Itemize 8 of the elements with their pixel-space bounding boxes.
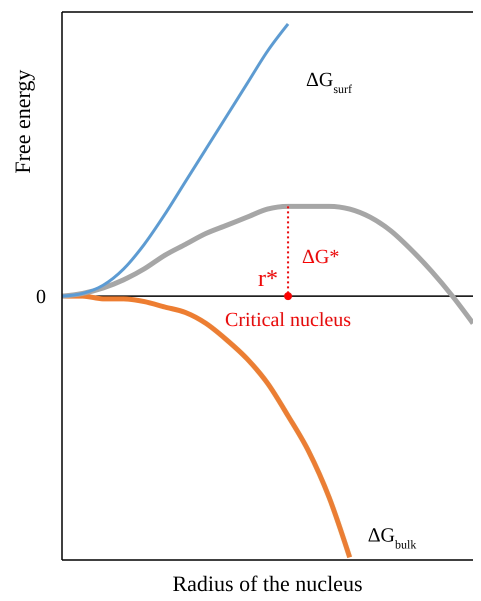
ref-line-label: 0 bbox=[36, 286, 46, 308]
annotation: Critical nucleus bbox=[225, 309, 352, 332]
annotation: r* bbox=[258, 266, 278, 292]
text: ΔG$_{surf}$ bbox=[306, 68, 352, 96]
series-label: ΔG$_{bulk}$ bbox=[368, 524, 416, 552]
y-axis-title: Free energy bbox=[10, 70, 35, 174]
x-axis-title: Radius of the nucleus bbox=[172, 571, 363, 596]
annotation: ΔG* bbox=[302, 246, 340, 268]
